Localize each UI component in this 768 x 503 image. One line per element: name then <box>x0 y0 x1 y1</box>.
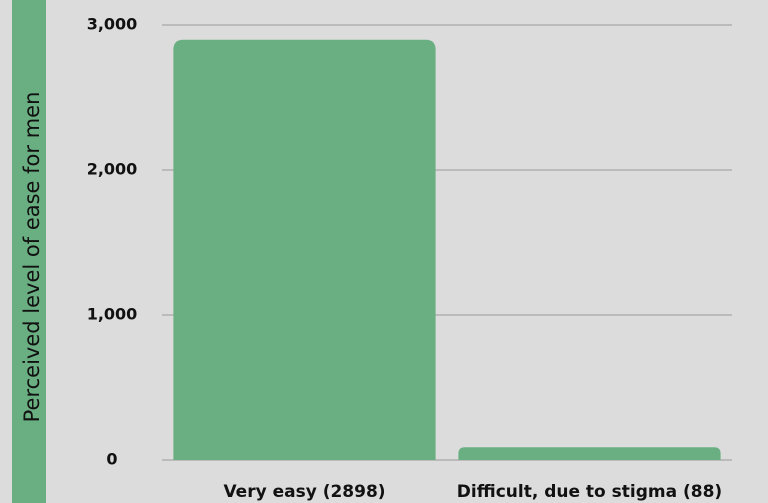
y-tick-label: 2,000 <box>87 160 138 179</box>
x-tick-label: Difficult, due to stigma (88) <box>457 482 722 502</box>
x-tick-label: Very easy (2898) <box>223 482 385 502</box>
y-label-band <box>12 0 46 503</box>
y-tick-label: 1,000 <box>87 305 138 324</box>
y-tick-label: 3,000 <box>87 15 138 34</box>
bar <box>458 447 721 460</box>
bar <box>173 39 436 460</box>
y-tick-label: 0 <box>106 450 117 469</box>
y-axis-label: Perceived level of ease for men <box>20 92 44 423</box>
